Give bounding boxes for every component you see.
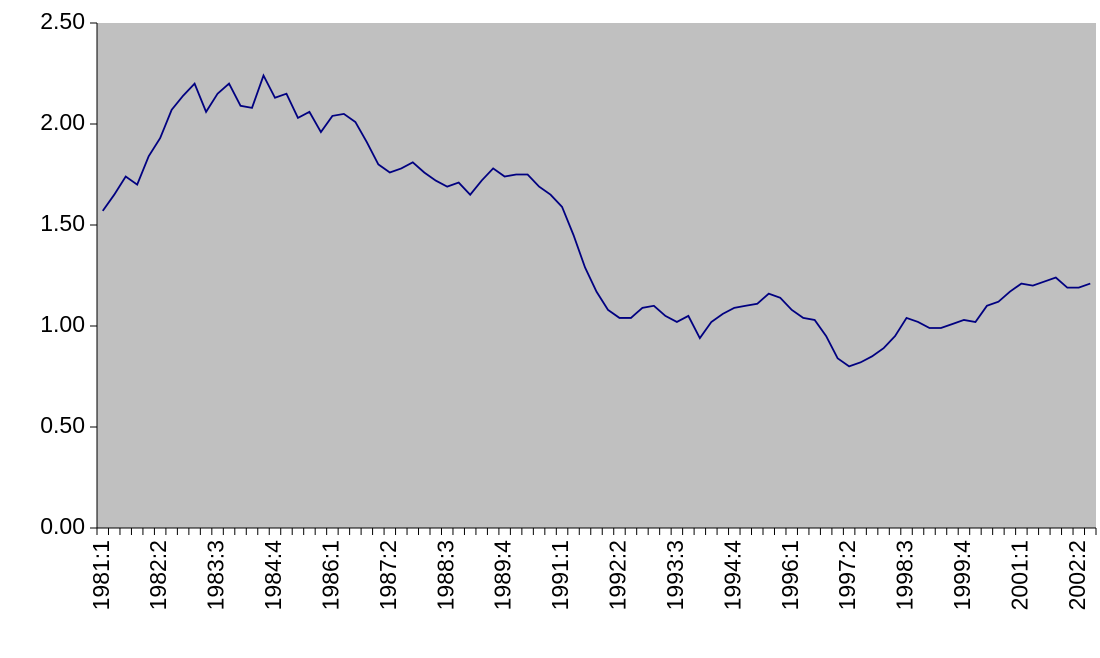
y-tick-label: 0.00 (40, 513, 85, 539)
x-tick-label: 1981:1 (88, 540, 114, 610)
x-tick-label: 1998:3 (892, 540, 918, 610)
x-tick-label: 1982:2 (145, 540, 171, 610)
x-tick-label: 1989:4 (490, 540, 516, 611)
x-tick-label: 1984:4 (260, 540, 286, 611)
y-tick-label: 1.50 (40, 210, 85, 236)
x-tick-label: 1994:4 (719, 540, 745, 611)
x-tick-label: 2002:2 (1064, 540, 1090, 610)
y-tick-label: 2.50 (40, 8, 85, 34)
plot-area (97, 23, 1096, 528)
y-tick-label: 1.00 (40, 311, 85, 337)
line-series (102, 73, 1091, 368)
y-tick-label: 0.50 (40, 412, 85, 438)
x-tick-label: 1983:3 (203, 540, 229, 610)
x-tick-label: 1988:3 (432, 540, 458, 610)
x-tick-label: 1987:2 (375, 540, 401, 610)
y-tick-label: 2.00 (40, 109, 85, 135)
x-tick-label: 1999:4 (949, 540, 975, 611)
x-tick-label: 1991:1 (547, 540, 573, 610)
x-tick-label: 1986:1 (317, 540, 343, 610)
x-tick-label: 1992:2 (605, 540, 631, 610)
x-tick-label: 1993:3 (662, 540, 688, 610)
x-tick-label: 1996:1 (777, 540, 803, 610)
x-tick-label: 1997:2 (834, 540, 860, 610)
x-tick-label: 2001:1 (1006, 540, 1032, 610)
